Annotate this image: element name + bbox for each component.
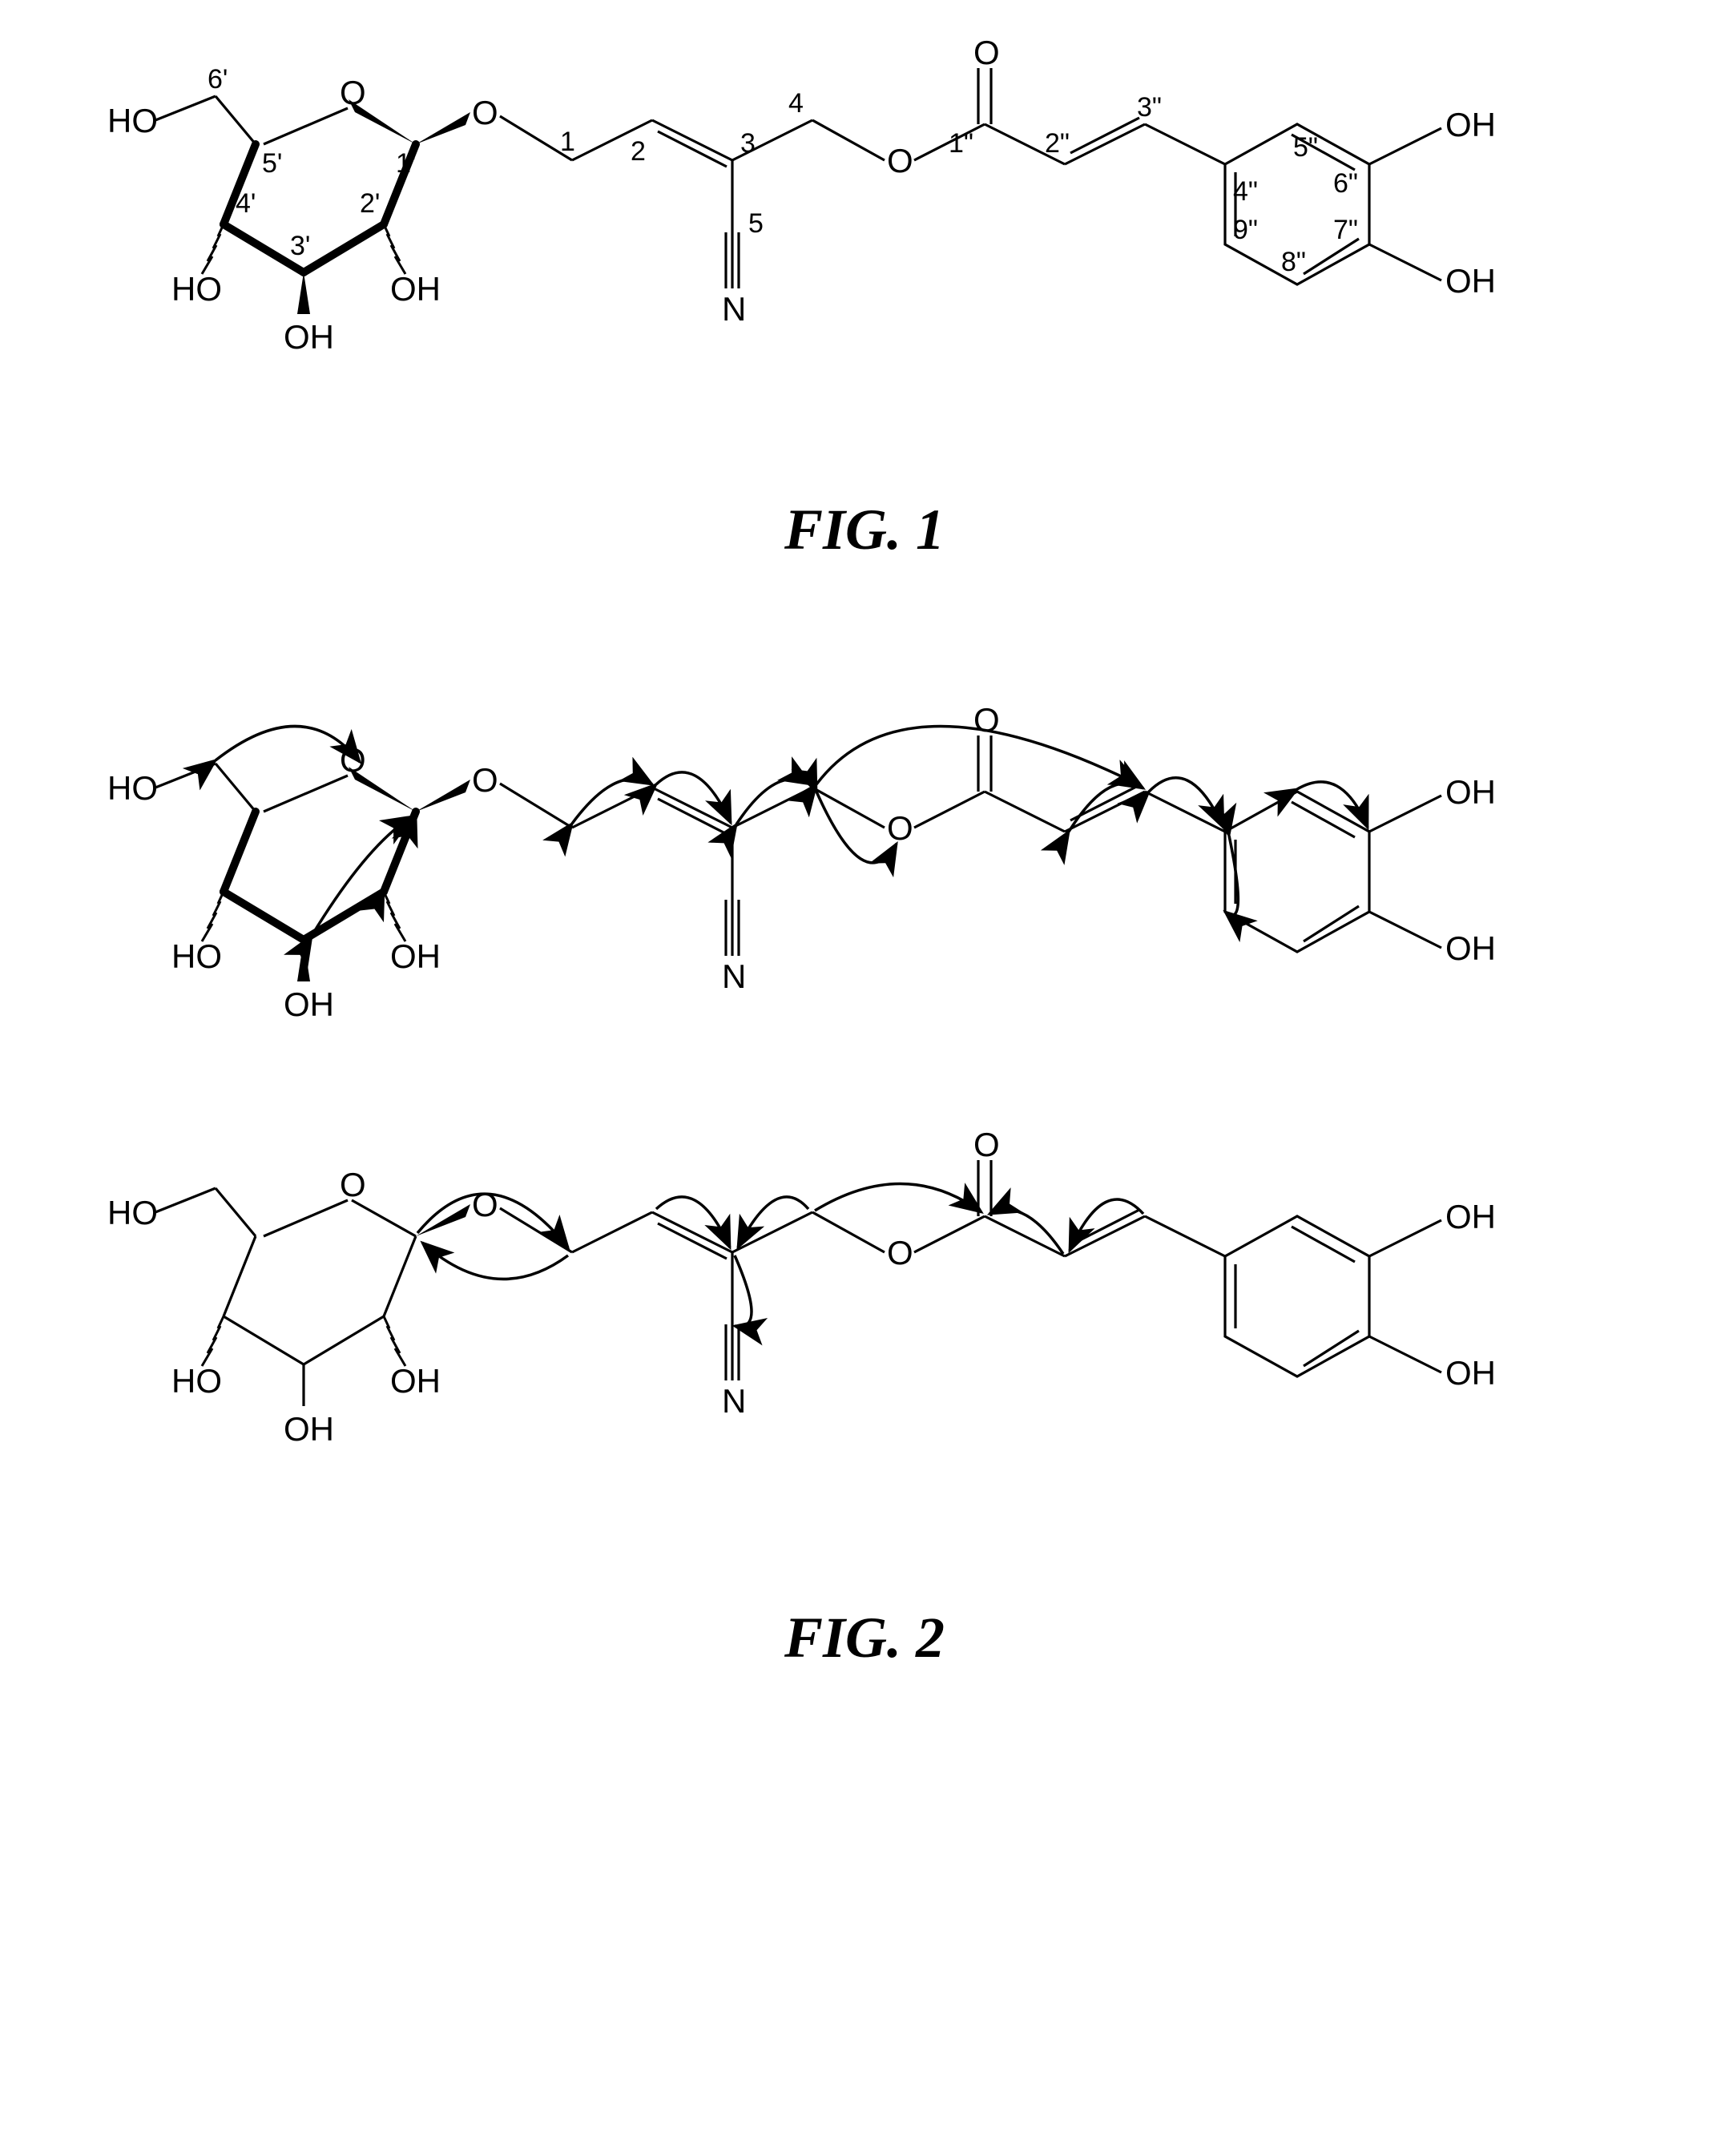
atom-oh-c3p-b: OH — [284, 1410, 334, 1448]
fig2-bottom: HO HO OH OH O O N — [107, 1126, 1496, 1448]
atom-n-b: N — [722, 1382, 746, 1420]
atom-ho-t: HO — [107, 769, 158, 807]
atom-ho-c4p-b: HO — [171, 1362, 222, 1400]
atom-oh-6pp-b: OH — [1445, 1198, 1496, 1235]
atom-oh-6pp-t: OH — [1445, 773, 1496, 811]
corr-c3-c4 — [736, 779, 811, 824]
page: HO HO OH OH O — [32, 32, 1697, 1671]
corr-c1-c2 — [572, 779, 652, 824]
hmbc-c2-c3 — [656, 1197, 730, 1247]
atom-oh-c2p: OH — [390, 270, 441, 308]
label-c4: 4 — [788, 88, 804, 119]
fig1-structure: HO HO OH OH O — [63, 32, 1666, 449]
atom-o-glyco-b: O — [472, 1186, 498, 1223]
hmbc-c4-c3 — [738, 1197, 808, 1247]
label-c8pp: 8" — [1281, 247, 1306, 277]
atom-ho: HO — [107, 102, 158, 139]
figure-1: HO HO OH OH O — [32, 32, 1697, 563]
label-c3p: 3' — [290, 231, 310, 261]
label-c7pp: 7" — [1333, 215, 1358, 245]
atom-oh-6pp: OH — [1445, 106, 1496, 143]
label-c5pp: 5" — [1293, 132, 1318, 163]
corr-c3p-c1p — [312, 816, 413, 936]
atom-oh-7pp: OH — [1445, 262, 1496, 300]
c2p-oh-hash — [384, 224, 405, 274]
atom-o-glyco-t: O — [472, 761, 498, 799]
label-c9pp: 9" — [1233, 215, 1258, 245]
label-c2pp: 2" — [1045, 128, 1070, 159]
hmbc-c1-c1p — [422, 1243, 568, 1279]
label-c4pp: 4" — [1233, 176, 1258, 207]
atom-oh-c2p-t: OH — [390, 937, 441, 975]
atom-o-carbonyl-b: O — [973, 1126, 1000, 1163]
hmbc-c2pp-c1pp — [989, 1210, 1063, 1254]
corr-c3pp-c4pp — [1149, 778, 1223, 828]
atom-oh-c2p-b: OH — [390, 1362, 441, 1400]
label-c3pp: 3" — [1137, 92, 1162, 123]
corr-c2-c3 — [656, 772, 731, 823]
figure-2: HO HO OH OH O O N — [32, 675, 1697, 1671]
hmbc-c3-c5 — [735, 1255, 752, 1327]
atom-n-t: N — [722, 957, 746, 995]
atom-ho-c4p-t: HO — [171, 937, 222, 975]
label-c4p: 4' — [236, 188, 256, 219]
corr-c6p-o — [216, 726, 360, 762]
atom-ho-c4p: HO — [171, 270, 222, 308]
atom-o-ring: O — [340, 74, 366, 111]
label-c5p: 5' — [262, 148, 282, 179]
atom-oh-7pp-t: OH — [1445, 929, 1496, 967]
label-c2: 2 — [631, 136, 646, 167]
label-c1pp: 1" — [949, 128, 973, 159]
fig2-structures: HO HO OH OH O O N — [63, 675, 1666, 1557]
atom-oh-c3p: OH — [284, 318, 334, 356]
atom-n: N — [722, 290, 746, 328]
atom-oh-c3p-t: OH — [284, 985, 334, 1023]
label-c1: 1 — [560, 127, 575, 157]
atom-o-ring-b: O — [340, 1166, 366, 1203]
atom-oh-7pp-b: OH — [1445, 1354, 1496, 1392]
label-c1p: 1' — [396, 148, 416, 179]
label-c3: 3 — [740, 128, 756, 159]
atom-o-carbonyl: O — [973, 34, 1000, 71]
atom-o-glyco: O — [472, 94, 498, 131]
c4p-oh-hash — [202, 224, 224, 274]
fig1-caption: FIG. 1 — [32, 497, 1697, 563]
hmbc-c3pp-c2pp — [1070, 1199, 1143, 1251]
label-c6p: 6' — [208, 64, 228, 95]
atom-ho-b: HO — [107, 1194, 158, 1231]
label-c2p: 2' — [360, 188, 380, 219]
atom-o-ester: O — [887, 142, 913, 179]
atom-o-ester-b: O — [887, 1234, 913, 1271]
corr-c5pp-c6pp — [1297, 782, 1368, 828]
fig2-caption: FIG. 2 — [32, 1605, 1697, 1671]
label-c6pp: 6" — [1333, 168, 1358, 199]
atom-o-ester-t: O — [887, 809, 913, 847]
hmbc-c4-c1pp — [815, 1183, 981, 1212]
label-c5: 5 — [748, 208, 764, 239]
fig2-top: HO HO OH OH O O N — [107, 701, 1496, 1023]
